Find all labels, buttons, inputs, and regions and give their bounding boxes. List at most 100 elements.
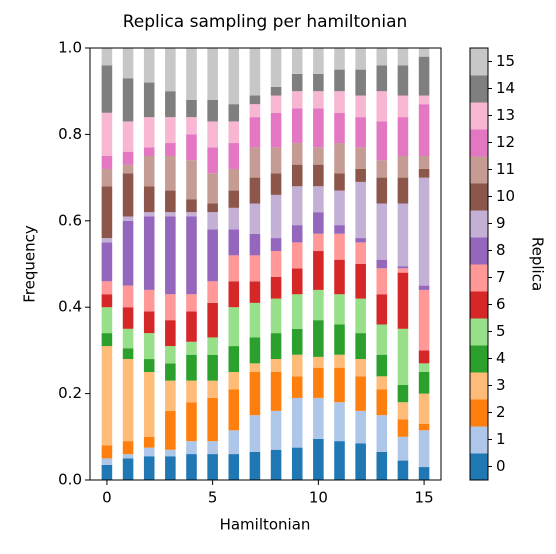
bar-segment — [418, 430, 430, 468]
bar-segment — [207, 354, 218, 381]
colorbar-cell — [470, 102, 488, 130]
bar-segment — [418, 393, 430, 424]
bar-segment — [291, 447, 303, 480]
bar-segment — [207, 229, 218, 282]
bar-segment — [228, 190, 240, 208]
bar-segment — [397, 272, 409, 329]
bar-segment — [291, 108, 303, 144]
bar-segment — [249, 48, 261, 96]
bar-segment — [270, 372, 282, 411]
bar-segment — [397, 95, 409, 118]
bar-segment — [228, 168, 240, 191]
bar-segment — [207, 99, 218, 122]
bar-segment — [334, 259, 345, 295]
bar-segment — [228, 121, 240, 144]
bar-segment — [143, 289, 155, 312]
bar-segment — [165, 363, 176, 381]
bar-segment — [270, 333, 282, 360]
bar-segment — [122, 458, 134, 480]
bar-segment — [101, 307, 113, 334]
bar-segment — [291, 48, 303, 74]
bar-segment — [207, 441, 218, 455]
bar-segment — [122, 454, 134, 459]
colorbar-label: 12 — [496, 133, 515, 151]
bar-segment — [249, 177, 261, 204]
bar-segment — [334, 367, 345, 403]
bar-segment — [270, 48, 282, 87]
bar-segment — [355, 48, 366, 70]
bar-segment — [313, 251, 324, 290]
bar-segment — [397, 436, 409, 461]
bar-segment — [165, 456, 176, 480]
bar-segment — [122, 121, 134, 152]
colorbar-cell — [470, 210, 488, 238]
colorbar-label: 2 — [496, 403, 506, 421]
bar-segment — [143, 436, 155, 448]
colorbar-label: 14 — [496, 79, 515, 97]
bar-segment — [376, 203, 388, 260]
colorbar-label: 3 — [496, 376, 506, 394]
bar-segment — [228, 454, 240, 480]
bar-segment — [207, 48, 218, 100]
bar-segment — [355, 168, 366, 182]
colorbar-label: 1 — [496, 430, 506, 448]
bar-segment — [143, 156, 155, 187]
bar-segment — [376, 160, 388, 178]
bar-segment — [186, 454, 197, 480]
y-tick-label: 0.6 — [58, 211, 82, 229]
bar-segment — [313, 147, 324, 165]
bar-segment — [418, 467, 430, 480]
bar-segment — [355, 410, 366, 444]
bar-segment — [270, 147, 282, 174]
y-axis-label: Frequency — [21, 225, 39, 303]
bar-segment — [313, 367, 324, 398]
bar-segment — [270, 112, 282, 148]
bar-segment — [228, 207, 240, 230]
colorbar-cell — [470, 399, 488, 427]
bar-segment — [165, 380, 176, 411]
bar-segment — [334, 233, 345, 260]
bar-segment — [376, 294, 388, 325]
bar-segment — [334, 294, 345, 325]
bar-segment — [270, 251, 282, 277]
bar-segment — [186, 341, 197, 355]
bar-segment — [355, 359, 366, 377]
colorbar-cell — [470, 453, 488, 481]
bar-segment — [207, 203, 218, 213]
bar-segment — [418, 48, 430, 57]
bar-segment — [355, 95, 366, 118]
colorbar-label: Replica — [529, 237, 547, 291]
bar-segment — [355, 333, 366, 360]
bar-segment — [418, 285, 430, 290]
colorbar-label: 4 — [496, 349, 506, 367]
bar-segment — [313, 48, 324, 74]
bar-segment — [122, 151, 134, 165]
bar-segment — [376, 389, 388, 416]
bar-segment — [249, 117, 261, 148]
y-tick-label: 0.2 — [58, 384, 82, 402]
bar-segment — [143, 333, 155, 360]
bar-segment — [355, 69, 366, 96]
bar-segment — [186, 354, 197, 381]
bar-segment — [270, 173, 282, 195]
bar-segment — [376, 259, 388, 269]
bar-segment — [334, 69, 345, 92]
bar-segment — [291, 225, 303, 243]
y-tick-label: 0.8 — [58, 125, 82, 143]
bar-segment — [101, 65, 113, 113]
bar-segment — [376, 177, 388, 204]
bar-segment — [186, 380, 197, 403]
colorbar-label: 15 — [496, 52, 515, 70]
bar-segment — [376, 91, 388, 122]
y-tick-label: 0.0 — [58, 471, 82, 489]
bar-segment — [291, 91, 303, 109]
bar-segment — [397, 384, 409, 403]
colorbar-cell — [470, 426, 488, 454]
bar-segment — [418, 156, 430, 169]
bar-segment — [397, 117, 409, 156]
bar-segment — [291, 294, 303, 329]
bar-segment — [228, 104, 240, 122]
bar-segment — [165, 320, 176, 347]
bar-segment — [249, 203, 261, 234]
bar-segment — [207, 397, 218, 442]
